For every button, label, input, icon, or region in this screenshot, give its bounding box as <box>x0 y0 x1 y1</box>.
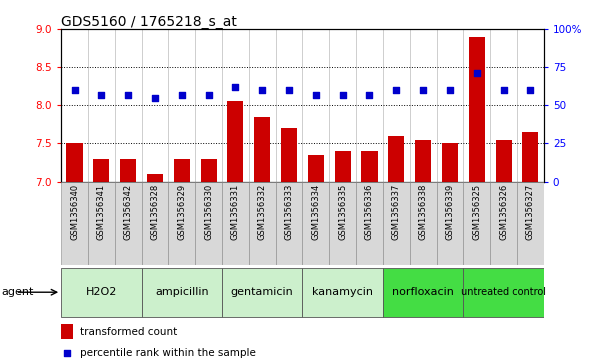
Bar <box>463 182 490 265</box>
Bar <box>195 182 222 265</box>
FancyBboxPatch shape <box>302 268 383 317</box>
Text: GSM1356328: GSM1356328 <box>150 184 159 240</box>
Bar <box>254 117 270 182</box>
Point <box>97 92 106 98</box>
Text: transformed count: transformed count <box>81 327 178 337</box>
Point <box>472 70 481 76</box>
Text: agent: agent <box>2 287 34 297</box>
Bar <box>302 182 329 265</box>
Bar <box>356 182 383 265</box>
Bar <box>436 182 463 265</box>
Bar <box>281 128 297 182</box>
Point <box>230 84 240 90</box>
Text: GSM1356332: GSM1356332 <box>258 184 267 240</box>
Bar <box>490 182 517 265</box>
Text: H2O2: H2O2 <box>86 287 117 297</box>
Bar <box>469 37 485 182</box>
Point <box>392 87 401 93</box>
Bar <box>388 136 404 182</box>
Text: GSM1356340: GSM1356340 <box>70 184 79 240</box>
Point <box>62 351 72 356</box>
Bar <box>120 159 136 182</box>
Bar <box>61 182 88 265</box>
FancyBboxPatch shape <box>222 268 302 317</box>
Text: GSM1356338: GSM1356338 <box>419 184 428 240</box>
Point <box>365 92 375 98</box>
Text: ampicillin: ampicillin <box>155 287 208 297</box>
Point <box>418 87 428 93</box>
Text: gentamicin: gentamicin <box>231 287 294 297</box>
Bar <box>222 182 249 265</box>
Bar <box>88 182 115 265</box>
Bar <box>308 155 324 182</box>
Point <box>445 87 455 93</box>
Text: GSM1356342: GSM1356342 <box>123 184 133 240</box>
Point <box>311 92 321 98</box>
Text: GSM1356331: GSM1356331 <box>231 184 240 240</box>
Point <box>70 87 79 93</box>
Text: GSM1356334: GSM1356334 <box>312 184 320 240</box>
FancyBboxPatch shape <box>463 268 544 317</box>
Bar <box>329 182 356 265</box>
Point <box>338 92 348 98</box>
FancyBboxPatch shape <box>383 268 463 317</box>
Text: GSM1356335: GSM1356335 <box>338 184 347 240</box>
Text: GSM1356337: GSM1356337 <box>392 184 401 240</box>
Text: kanamycin: kanamycin <box>312 287 373 297</box>
FancyBboxPatch shape <box>142 268 222 317</box>
Bar <box>115 182 142 265</box>
Text: untreated control: untreated control <box>461 287 546 297</box>
Bar <box>249 182 276 265</box>
Text: norfloxacin: norfloxacin <box>392 287 454 297</box>
Text: GSM1356329: GSM1356329 <box>177 184 186 240</box>
Bar <box>147 174 163 182</box>
Bar <box>200 159 217 182</box>
Bar <box>383 182 410 265</box>
Bar <box>410 182 436 265</box>
Text: GDS5160 / 1765218_s_at: GDS5160 / 1765218_s_at <box>61 15 237 29</box>
Text: GSM1356341: GSM1356341 <box>97 184 106 240</box>
Bar <box>174 159 190 182</box>
Bar <box>61 324 73 339</box>
Text: GSM1356333: GSM1356333 <box>285 184 293 240</box>
Point <box>123 92 133 98</box>
Text: GSM1356327: GSM1356327 <box>526 184 535 240</box>
Point <box>525 87 535 93</box>
Text: GSM1356339: GSM1356339 <box>445 184 455 240</box>
Bar <box>442 143 458 182</box>
Text: GSM1356326: GSM1356326 <box>499 184 508 240</box>
FancyBboxPatch shape <box>61 268 142 317</box>
Point <box>257 87 267 93</box>
Bar <box>67 143 82 182</box>
Bar <box>415 139 431 182</box>
Point <box>150 95 160 101</box>
Bar <box>93 159 109 182</box>
Text: percentile rank within the sample: percentile rank within the sample <box>81 348 256 358</box>
Bar <box>276 182 302 265</box>
Point <box>203 92 213 98</box>
Bar <box>517 182 544 265</box>
Bar <box>227 101 243 182</box>
Bar <box>496 139 511 182</box>
Point <box>284 87 294 93</box>
Bar <box>522 132 538 182</box>
Point <box>177 92 187 98</box>
Bar <box>169 182 195 265</box>
Bar <box>142 182 169 265</box>
Text: GSM1356325: GSM1356325 <box>472 184 481 240</box>
Point <box>499 87 508 93</box>
Text: GSM1356330: GSM1356330 <box>204 184 213 240</box>
Bar <box>362 151 378 182</box>
Bar <box>335 151 351 182</box>
Text: GSM1356336: GSM1356336 <box>365 184 374 240</box>
